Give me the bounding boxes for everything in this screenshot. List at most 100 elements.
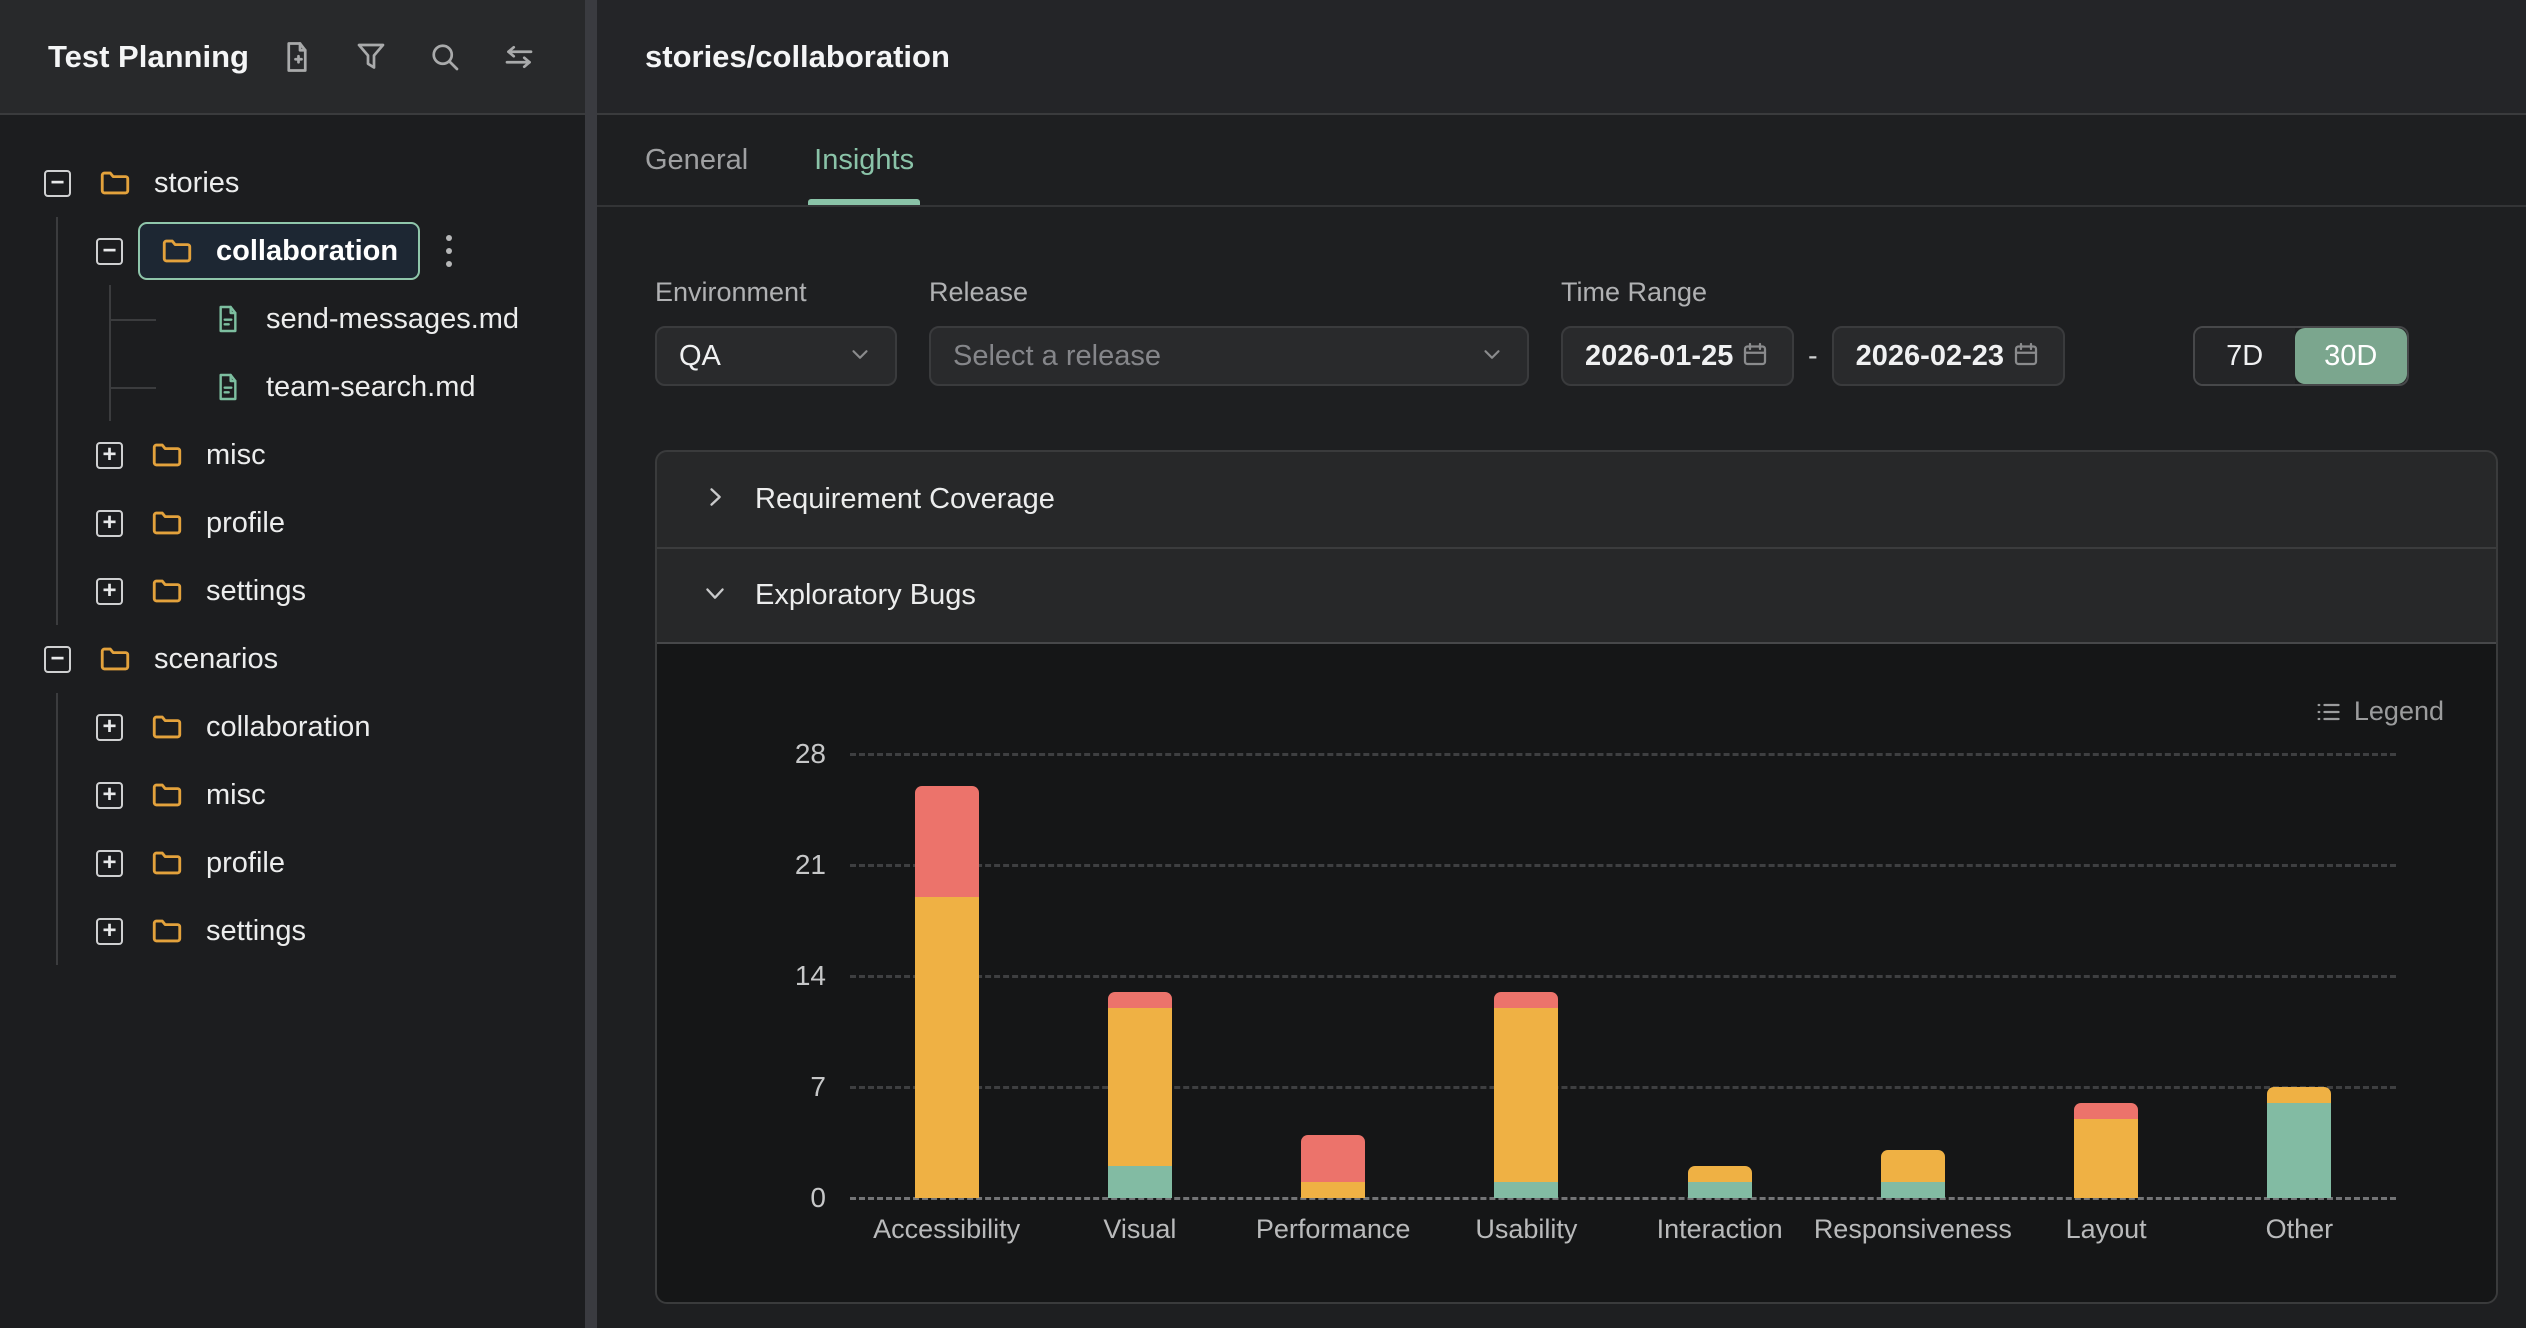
x-axis-category-label: Layout	[2065, 1214, 2147, 1244]
tree-item-label: stories	[154, 166, 240, 199]
bar-segment-series-green[interactable]	[2267, 1102, 2332, 1198]
tree-collapse-icon[interactable]: −	[44, 169, 71, 197]
y-axis-tick-label: 28	[794, 738, 826, 769]
bar-segment-series-amber[interactable]	[1301, 1182, 1366, 1198]
environment-select[interactable]: QA	[655, 326, 897, 386]
tree-expand-icon[interactable]: +	[96, 713, 123, 741]
tree-item-send-messages-md[interactable]: send-messages.md	[0, 285, 585, 353]
stacked-bar-responsiveness[interactable]	[1880, 1150, 1945, 1198]
tree-item-profile[interactable]: + profile	[0, 489, 585, 557]
tree-item-misc[interactable]: + misc	[0, 761, 585, 829]
section-exploratory-bugs[interactable]: Exploratory Bugs	[657, 547, 2496, 642]
bar-segment-series-green[interactable]	[1107, 1166, 1172, 1198]
tree-expand-icon[interactable]: +	[96, 577, 123, 605]
stacked-bar-other[interactable]	[2267, 1087, 2332, 1198]
sidebar-header: Test Planning	[0, 0, 585, 115]
new-file-icon[interactable]	[275, 35, 319, 79]
bar-segment-series-red[interactable]	[1301, 1134, 1366, 1183]
bar-segment-series-amber[interactable]	[1880, 1150, 1945, 1183]
filter-icon[interactable]	[349, 35, 393, 79]
y-axis-tick-label: 21	[794, 849, 826, 880]
calendar-icon	[2011, 339, 2041, 374]
section-requirement-coverage[interactable]: Requirement Coverage	[657, 452, 2496, 547]
stacked-bar-interaction[interactable]	[1687, 1166, 1752, 1198]
folder-icon	[152, 579, 182, 603]
stacked-bar-accessibility[interactable]	[914, 785, 979, 1198]
time-range-label: Time Range	[1561, 277, 1708, 307]
stacked-bar-layout[interactable]	[2074, 1102, 2139, 1198]
start-date-input[interactable]: 2026-01-25	[1561, 326, 1794, 386]
swap-icon[interactable]	[497, 35, 541, 79]
chevron-down-icon	[1479, 341, 1505, 372]
bar-segment-series-amber[interactable]	[914, 896, 979, 1198]
tree-expand-icon[interactable]: +	[96, 509, 123, 537]
tree-item-scenarios[interactable]: − scenarios	[0, 625, 585, 693]
stacked-bar-performance[interactable]	[1301, 1134, 1366, 1198]
bar-segment-series-amber[interactable]	[1494, 1007, 1559, 1183]
tree-item-settings[interactable]: + settings	[0, 897, 585, 965]
bar-segment-series-amber[interactable]	[1107, 1007, 1172, 1167]
bar-segment-series-red[interactable]	[1107, 991, 1172, 1008]
main-header: stories/collaboration	[597, 0, 2526, 115]
stacked-bar-visual[interactable]	[1107, 991, 1172, 1198]
bar-column: Accessibility	[850, 754, 1043, 1244]
tree-item-collaboration[interactable]: + collaboration	[0, 693, 585, 761]
tree-expand-icon[interactable]: +	[96, 781, 123, 809]
tree-expand-icon[interactable]: +	[96, 849, 123, 877]
legend-button-label: Legend	[2353, 696, 2444, 726]
bar-segment-series-amber[interactable]	[1687, 1166, 1752, 1183]
section-title: Exploratory Bugs	[755, 579, 976, 611]
search-icon[interactable]	[423, 35, 467, 79]
tree-item-label: misc	[206, 438, 266, 471]
bar-segment-series-green[interactable]	[1687, 1182, 1752, 1198]
bar-segment-series-green[interactable]	[1880, 1182, 1945, 1198]
tree-item-label: profile	[206, 506, 285, 539]
gridline-y-14	[850, 975, 2396, 978]
tree-collapse-icon[interactable]: −	[44, 645, 71, 673]
bar-segment-series-amber[interactable]	[2074, 1118, 2139, 1198]
gridline-y-0	[850, 1197, 2396, 1200]
insights-content: Environment QA Release Select a release	[597, 207, 2526, 1328]
bar-segment-series-green[interactable]	[1494, 1182, 1559, 1198]
environment-label: Environment	[655, 277, 807, 307]
tree-item-label: collaboration	[216, 234, 399, 267]
release-filter: Release Select a release	[929, 277, 1529, 386]
preset-7d-button[interactable]: 7D	[2194, 328, 2295, 384]
tree-expand-icon[interactable]: +	[96, 441, 123, 469]
tree-guide-line	[56, 897, 58, 965]
chart-plot-area: 0 7 14 21 28 Accessibility Visual Performance Us…	[795, 738, 2396, 1244]
folder-icon	[152, 443, 182, 467]
tree-item-misc[interactable]: + misc	[0, 421, 585, 489]
tree-item-team-search-md[interactable]: team-search.md	[0, 353, 585, 421]
tree-item-settings[interactable]: + settings	[0, 557, 585, 625]
bar-columns: Accessibility Visual Performance Usability I…	[850, 754, 2396, 1244]
bar-segment-series-red[interactable]	[1494, 991, 1559, 1008]
tree-expand-icon[interactable]: +	[96, 917, 123, 945]
tree-item-profile[interactable]: + profile	[0, 829, 585, 897]
tree-guide-line	[56, 353, 58, 421]
sidebar-title: Test Planning	[48, 38, 249, 74]
filters-row: Environment QA Release Select a release	[655, 277, 2498, 386]
item-menu-icon[interactable]	[446, 235, 453, 267]
folder-icon	[162, 239, 192, 263]
tree-item-collaboration[interactable]: − collaboration	[0, 217, 585, 285]
y-axis-tick-label: 7	[810, 1071, 826, 1102]
tree-collapse-icon[interactable]: −	[96, 237, 123, 265]
tab-insights[interactable]: Insights	[808, 115, 921, 205]
preset-30d-button[interactable]: 30D	[2294, 328, 2407, 384]
bar-segment-series-red[interactable]	[2074, 1102, 2139, 1119]
bar-segment-series-amber[interactable]	[2267, 1087, 2332, 1103]
bar-segment-series-red[interactable]	[914, 785, 979, 897]
tree-item-stories[interactable]: − stories	[0, 149, 585, 217]
sidebar-resize-handle[interactable]	[585, 0, 597, 1328]
exploratory-bugs-chart: Legend 0 7 14 21 28 Accessibility Visual Perfor…	[657, 642, 2496, 1302]
section-title: Requirement Coverage	[755, 483, 1055, 515]
stacked-bar-usability[interactable]	[1494, 991, 1559, 1198]
end-date-input[interactable]: 2026-02-23	[1831, 326, 2065, 386]
folder-icon	[152, 511, 182, 535]
release-select[interactable]: Select a release	[929, 326, 1529, 386]
legend-button[interactable]: Legend	[2314, 696, 2444, 727]
release-label: Release	[929, 277, 1029, 307]
tab-general[interactable]: General	[645, 143, 749, 176]
time-preset-toggle: 7D 30D	[2192, 326, 2409, 386]
